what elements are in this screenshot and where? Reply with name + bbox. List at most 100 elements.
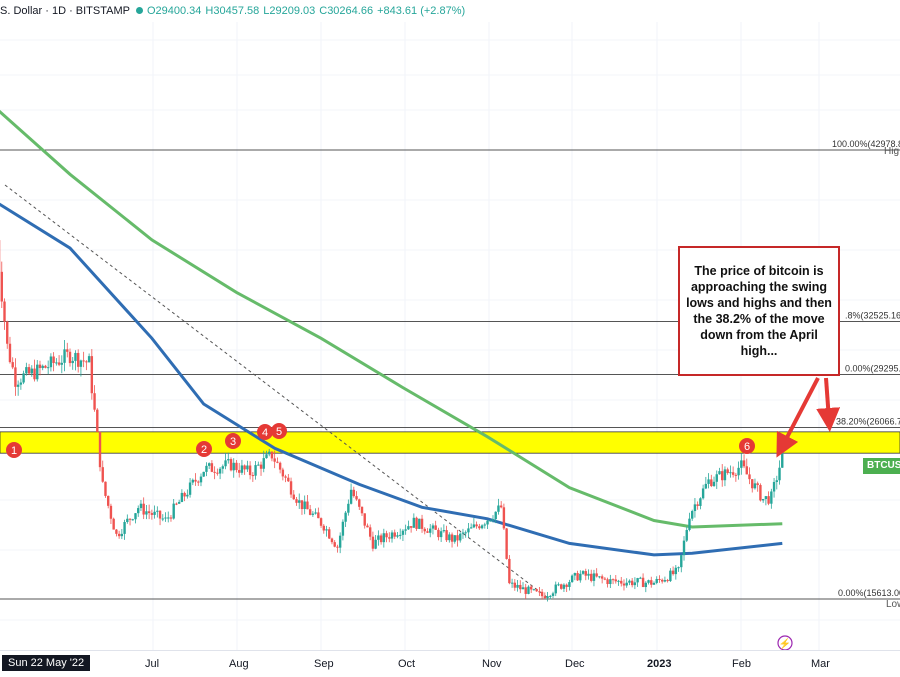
candle-body [145,511,147,514]
candle-body [538,591,540,592]
time-label-2023: 2023 [647,658,671,670]
candle-body [380,535,382,542]
candle-body [437,530,439,537]
candle-body [189,483,191,495]
candle-body [336,547,338,548]
candle-body [549,596,551,597]
candle-body [664,580,666,581]
candle-body [263,458,265,469]
candle-body [574,573,576,575]
candle-body [118,534,120,536]
candle-body [522,587,524,589]
candle-body [287,478,289,482]
candle-body [252,475,254,476]
candle-body [298,500,300,502]
candle-body [653,583,655,585]
candle-body [44,366,46,368]
marker-6-label: 6 [744,441,750,453]
candle-body [328,529,330,538]
candle-body [162,518,164,519]
candle-body [233,463,235,471]
time-label-aug: Aug [229,658,249,670]
fib-label-1: .8%(32525.16 [845,311,900,321]
candle-body [432,525,434,528]
candle-body [459,534,461,541]
candle-body [609,579,611,584]
candle-body [224,460,226,466]
candle-body [385,533,387,537]
candle-body [729,472,731,473]
candle-body [650,580,652,585]
candle-body [323,526,325,531]
candle-body [170,517,172,518]
candle-body [718,471,720,474]
candle-body [301,500,303,509]
candle-body [716,474,718,482]
candle-body [276,462,278,463]
candle-body [404,529,406,530]
fib-label-3: 38.20%(26066.79 [836,416,900,426]
candle-body [686,530,688,541]
candle-body [415,518,417,529]
candle-body [464,532,466,533]
candle-body [246,466,248,470]
candle-body [705,484,707,489]
candle-body [454,535,456,542]
candle-body [350,490,352,504]
blue-moving-average [0,202,782,555]
candle-body [148,511,150,513]
candle-body [156,511,158,512]
candle-body [595,573,597,576]
candle-body [680,555,682,567]
candle-body [418,519,420,529]
candle-body [710,479,712,486]
candle-body [776,480,778,482]
candle-body [541,592,543,596]
candle-body [593,573,595,580]
candle-body [63,349,65,363]
candle-body [31,369,33,374]
candle-body [273,458,275,461]
candle-body [219,469,221,474]
lightning-glyph: ⚡ [779,637,791,650]
candle-body [192,480,194,483]
candle-body [314,512,316,513]
candle-body [293,495,295,500]
time-label-sep: Sep [314,658,334,670]
candle-body [216,473,218,474]
candle-body [50,356,52,367]
candle-body [353,490,355,496]
candle-body [478,526,480,528]
candle-body [295,499,297,503]
candle-body [347,504,349,513]
candle-body [492,519,494,520]
candle-body [552,593,554,596]
time-axis[interactable]: Sun 22 May '22 Jul Aug Sep Oct Nov Dec 2… [0,650,900,677]
candle-body [172,504,174,519]
candle-body [770,491,772,503]
candle-body [617,581,619,582]
candle-body [77,353,79,367]
candle-body [104,482,106,496]
candle-body [102,467,104,482]
candle-body [39,365,41,368]
candle-body [751,479,753,488]
candle-body [91,356,93,393]
candle-body [17,385,19,387]
marker-1-label: 1 [11,445,17,457]
fib-label-2: 0.00%(29295.98 [845,363,900,373]
candle-body [576,573,578,580]
candle-body [448,534,450,540]
candle-body [699,498,701,506]
candle-body [271,452,273,459]
candle-body [342,522,344,536]
candle-body [443,530,445,531]
candle-body [344,513,346,522]
candle-body [383,533,385,542]
candle-body [167,517,169,518]
candle-body [688,519,690,530]
candle-body [238,470,240,473]
candle-body [235,463,237,470]
candle-body [110,506,112,519]
